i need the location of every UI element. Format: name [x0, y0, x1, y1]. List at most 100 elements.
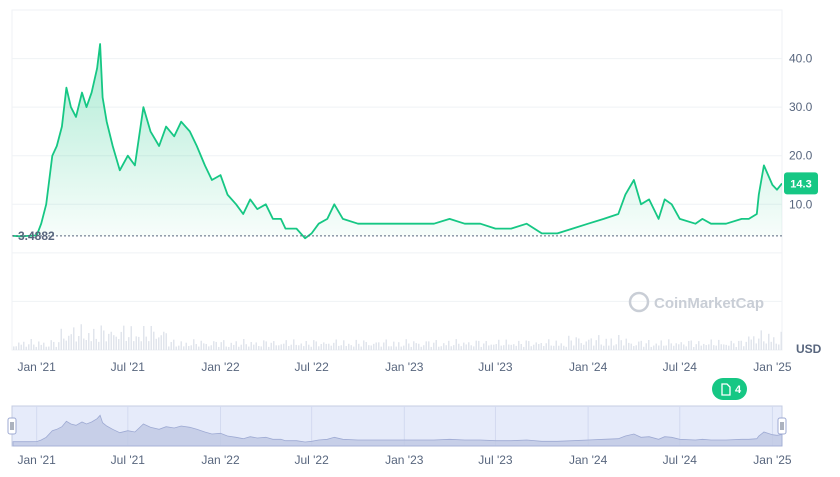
watermark-logo: CoinMarketCap [628, 291, 764, 313]
volume-bar [223, 340, 225, 350]
volume-bar [250, 342, 252, 350]
volume-bar [355, 339, 357, 350]
volume-bar [108, 333, 110, 350]
volume-bar [748, 336, 750, 350]
volume-bar [738, 340, 740, 350]
x-tick-label: Jul '22 [294, 360, 329, 374]
events-badge[interactable]: 4 [712, 378, 747, 400]
volume-bar [675, 343, 677, 350]
volume-bar [175, 346, 177, 350]
volume-bar [750, 339, 752, 350]
navigator-x-tick-label: Jan '22 [201, 453, 240, 467]
volume-bar [553, 345, 555, 350]
volume-bar [150, 325, 152, 350]
navigator-x-tick-label: Jul '21 [111, 453, 146, 467]
volume-bar [228, 346, 230, 350]
volume-bar [255, 342, 257, 350]
volume-bar [343, 340, 345, 350]
volume-bar [33, 344, 35, 350]
volume-bar [128, 337, 130, 350]
volume-bar [590, 338, 592, 350]
volume-bar [465, 344, 467, 350]
volume-bar [303, 346, 305, 350]
volume-bar [408, 343, 410, 350]
volume-bar [508, 344, 510, 350]
volume-bar [130, 326, 132, 350]
volume-bar [283, 343, 285, 350]
volume-bar [315, 341, 317, 350]
volume-bar [325, 343, 327, 350]
volume-bar [403, 345, 405, 350]
volume-bar [155, 338, 157, 350]
volume-bar [630, 343, 632, 350]
volume-bar [680, 342, 682, 350]
volume-bar [273, 341, 275, 350]
volume-bar [703, 343, 705, 350]
volume-bar [393, 341, 395, 350]
y-tick-label: 10.0 [789, 197, 813, 211]
volume-bar [718, 339, 720, 350]
volume-bar [710, 339, 712, 350]
volume-bar [758, 338, 760, 350]
volume-bar [593, 345, 595, 350]
volume-bar [448, 340, 450, 350]
volume-bar [600, 344, 602, 350]
volume-bar [545, 343, 547, 350]
volume-bar [398, 342, 400, 350]
volume-bar [533, 344, 535, 350]
volume-bar [20, 344, 22, 350]
volume-bar [193, 339, 195, 350]
x-tick-label: Jan '21 [18, 360, 57, 374]
volume-bar [15, 346, 17, 350]
volume-bar [713, 345, 715, 350]
volume-bar [353, 346, 355, 350]
volume-bar [743, 346, 745, 350]
volume-bar [443, 343, 445, 350]
volume-bar [65, 340, 67, 350]
price-area [13, 44, 782, 239]
volume-bar [365, 342, 367, 350]
volume-bar [705, 345, 707, 350]
volume-bar [580, 343, 582, 350]
volume-bar [450, 346, 452, 350]
volume-bar [485, 341, 487, 350]
volume-bar [335, 339, 337, 350]
volume-bar [548, 339, 550, 350]
volume-bar [765, 343, 767, 350]
volume-bar [470, 345, 472, 350]
navigator-left-handle[interactable] [7, 417, 17, 435]
volume-bar [518, 340, 520, 350]
volume-bar [345, 346, 347, 350]
volume-bar [280, 344, 282, 350]
volume-bar [568, 335, 570, 350]
y-tick-label: 40.0 [789, 52, 813, 66]
navigator-right-handle[interactable] [777, 417, 787, 435]
volume-bar [368, 345, 370, 350]
volume-bar [535, 342, 537, 350]
volume-bar [145, 336, 147, 350]
document-icon [721, 383, 731, 396]
volume-bar [45, 346, 47, 350]
volume-bar [25, 346, 27, 350]
volume-bar [313, 340, 315, 350]
volume-bar [218, 346, 220, 350]
volume-bar [285, 340, 287, 350]
volume-bar [645, 343, 647, 350]
volume-bar [728, 345, 730, 350]
volume-bar [225, 346, 227, 350]
volume-bar [753, 336, 755, 350]
volume-bar [138, 336, 140, 350]
volume-bar [350, 345, 352, 350]
volume-bar [723, 344, 725, 350]
volume-bar [318, 346, 320, 350]
volume-bar [148, 341, 150, 350]
volume-bar [558, 345, 560, 350]
volume-bar [43, 342, 45, 350]
x-tick-label: Jan '24 [569, 360, 608, 374]
volume-bar [163, 331, 165, 350]
x-tick-label: Jul '24 [663, 360, 698, 374]
volume-bar [665, 345, 667, 350]
volume-bar [418, 343, 420, 350]
volume-bar [233, 344, 235, 350]
volume-bar [363, 340, 365, 350]
